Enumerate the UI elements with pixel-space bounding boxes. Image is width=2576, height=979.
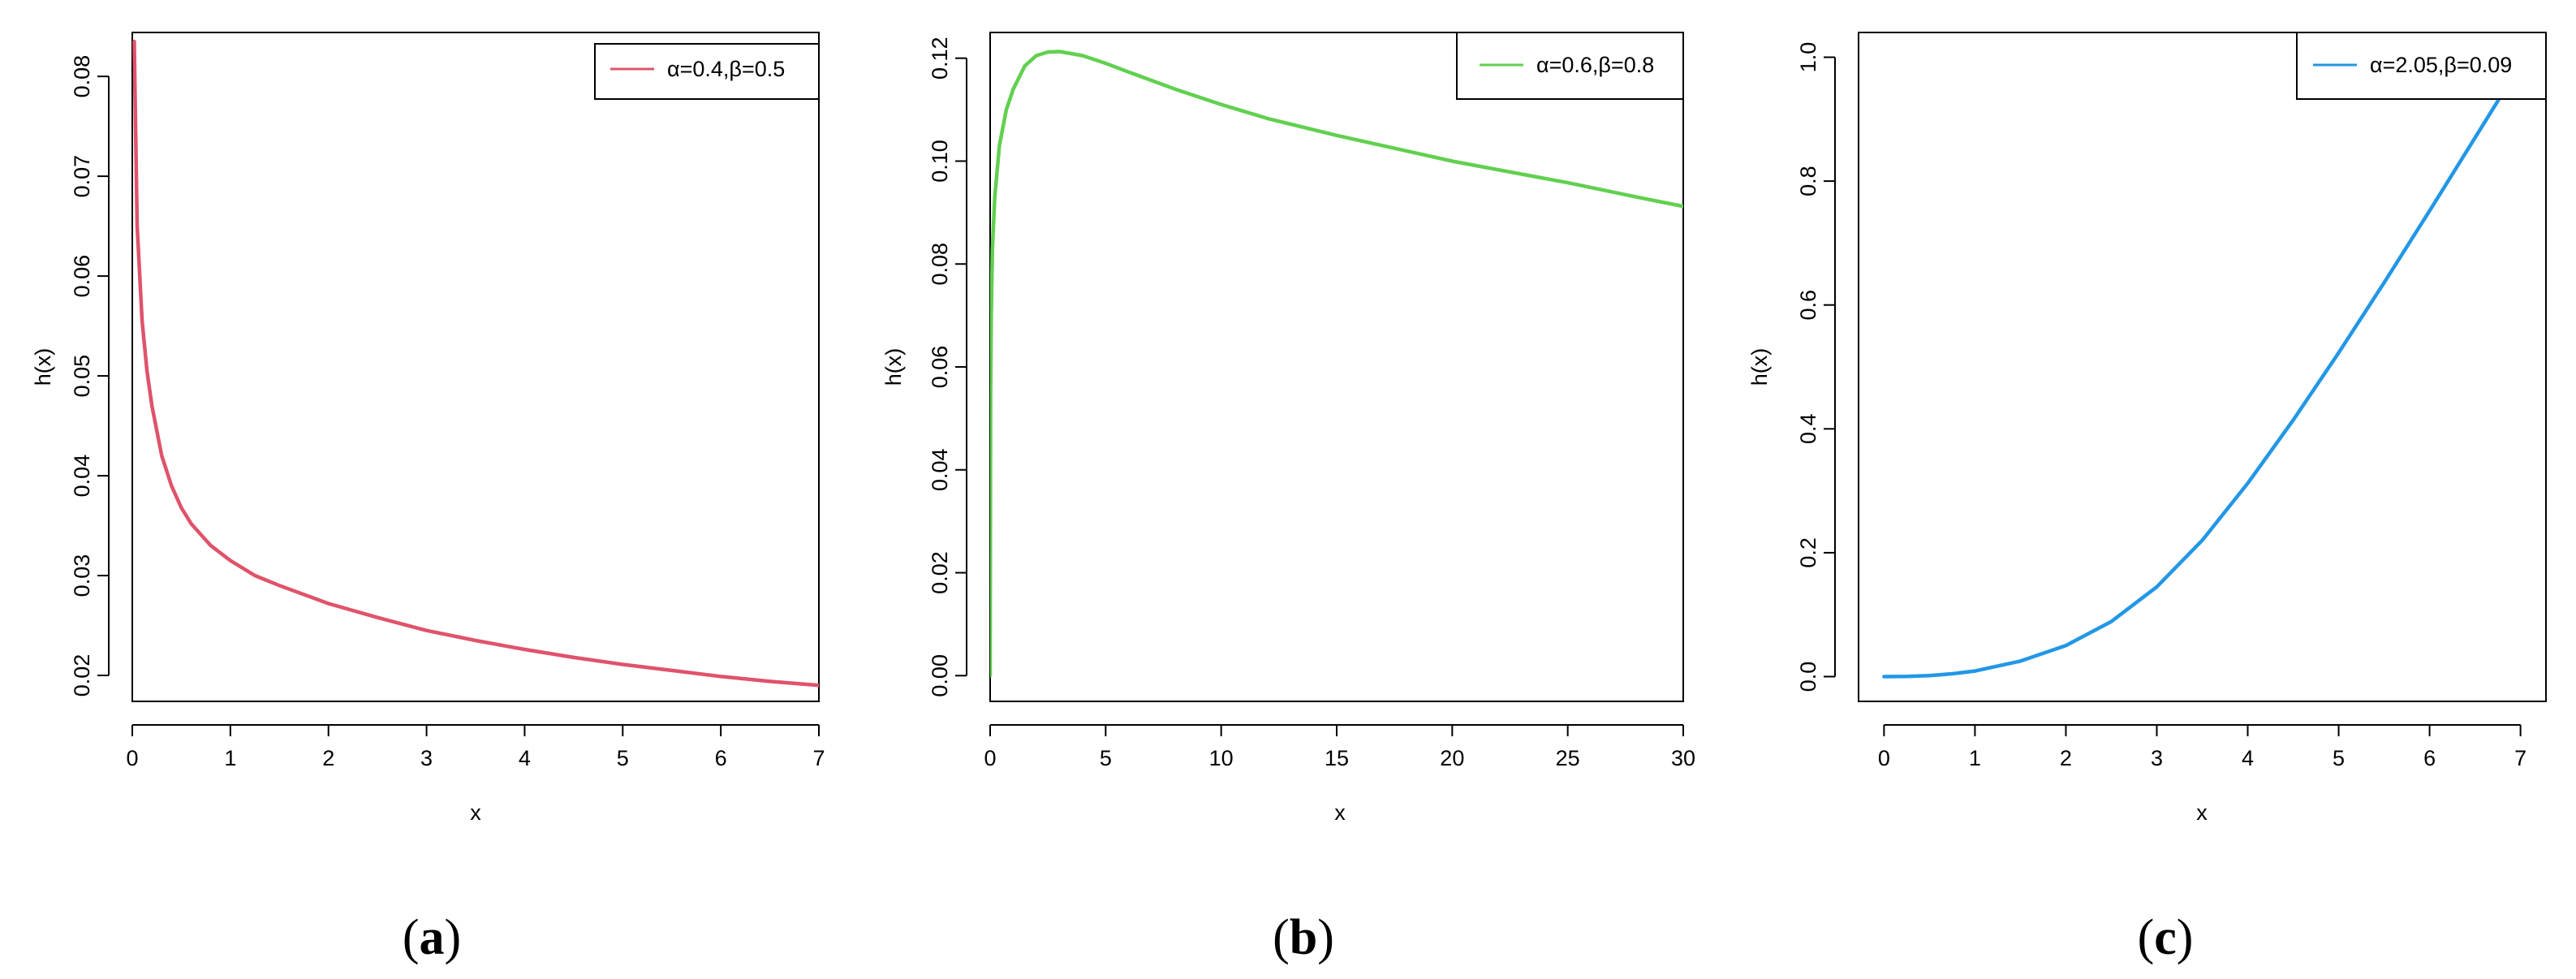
panel-c-y-tick-label: 0.4 (1796, 414, 1820, 445)
panel-c-y-tick-label: 0.6 (1796, 290, 1820, 321)
panel-b: 0 5 10 15 20 25 30 0.00 0.02 0.04 0.06 0.08 0.10 0.1… (881, 32, 1695, 965)
panel-a-legend-box (594, 43, 820, 100)
panel-b-plot-frame (989, 32, 1684, 702)
panel-b-x-ticks: 0 5 10 15 20 25 30 (984, 725, 1695, 770)
panel-c-y-ticks: 0.0 0.2 0.4 0.6 0.8 1.0 (1796, 42, 1835, 692)
panel-a-x-tick-label: 5 (617, 746, 629, 770)
panel-c-legend-label: α=2.05,β=0.09 (2370, 53, 2512, 77)
panel-c-x-tick-label: 4 (2242, 746, 2254, 770)
panel-b-x-tick-label: 15 (1325, 746, 1349, 770)
panel-c-y-axis-label: h(x) (1747, 348, 1772, 386)
panel-a-y-tick-label: 0.03 (70, 554, 94, 597)
panel-c-legend: α=2.05,β=0.09 (2296, 32, 2547, 100)
panel-a-y-axis-label: h(x) (31, 348, 55, 386)
panel-c-plot-frame (1858, 32, 2547, 702)
panel-c-y-tick-label: 1.0 (1796, 42, 1820, 73)
panel-a-x-tick-label: 2 (322, 746, 334, 770)
panel-a-y-tick-label: 0.07 (70, 155, 94, 198)
panel-a-legend: α=0.4,β=0.5 (594, 43, 820, 100)
panel-a-x-tick-label: 0 (126, 746, 138, 770)
panel-c-x-tick-label: 3 (2151, 746, 2163, 770)
panel-b-y-tick-label: 0.02 (928, 551, 952, 594)
panel-c-y-tick-label: 0.0 (1796, 662, 1820, 692)
panel-b-y-tick-label: 0.06 (928, 346, 952, 389)
panel-b-y-tick-label: 0.00 (928, 654, 952, 697)
panel-c-y-tick-label: 0.8 (1796, 166, 1820, 196)
panel-c-x-tick-label: 0 (1878, 746, 1890, 770)
panel-c-x-tick-label: 6 (2423, 746, 2436, 770)
panel-c-x-tick-label: 7 (2514, 746, 2526, 770)
panel-b-y-tick-label: 0.12 (928, 37, 952, 80)
panel-b-y-tick-label: 0.08 (928, 243, 952, 286)
panel-c-x-tick-label: 2 (2060, 746, 2072, 770)
panel-b-y-tick-label: 0.10 (928, 140, 952, 183)
panel-a-x-tick-label: 3 (420, 746, 433, 770)
panel-a-y-tick-label: 0.04 (70, 455, 94, 498)
panel-b-x-tick-label: 5 (1100, 746, 1112, 770)
panel-b-x-tick-label: 10 (1209, 746, 1234, 770)
panel-a-y-tick-label: 0.05 (70, 355, 94, 398)
panel-b-x-axis-label: x (1334, 800, 1346, 825)
panel-b-y-tick-label: 0.04 (928, 448, 952, 491)
panel-a-x-tick-label: 1 (224, 746, 236, 770)
panel-c-y-tick-label: 0.2 (1796, 537, 1820, 568)
panel-b-x-tick-label: 30 (1671, 746, 1695, 770)
panel-a-x-ticks: 0 1 2 3 4 5 6 7 (126, 725, 825, 770)
panel-a-x-tick-label: 4 (519, 746, 531, 770)
panel-b-x-tick-label: 20 (1440, 746, 1464, 770)
panel-a-x-tick-label: 6 (715, 746, 727, 770)
panel-a-caption: (a) (403, 910, 461, 965)
panel-b-y-axis-label: h(x) (881, 348, 906, 386)
panel-a-x-axis-label: x (470, 800, 481, 825)
panel-a-plot-frame (131, 32, 820, 702)
panel-a-y-tick-label: 0.02 (70, 654, 94, 697)
panel-c-x-axis-label: x (2196, 800, 2208, 825)
panel-c-x-tick-label: 5 (2333, 746, 2345, 770)
panel-c-x-tick-label: 1 (1969, 746, 1981, 770)
panel-b-caption: (b) (1273, 910, 1334, 965)
panel-a-series-line (132, 39, 819, 688)
panel-a-x-tick-label: 7 (812, 746, 825, 770)
panel-a-y-tick-label: 0.06 (70, 255, 94, 298)
panel-c-series-line (1882, 62, 2522, 679)
panel-b-legend: α=0.6,β=0.8 (1456, 32, 1684, 100)
panel-a-y-ticks: 0.02 0.03 0.04 0.05 0.06 0.07 0.08 (70, 55, 109, 697)
panel-a-y-tick-label: 0.08 (70, 55, 94, 98)
panel-a-legend-label: α=0.4,β=0.5 (667, 57, 785, 81)
panel-b-x-tick-label: 25 (1556, 746, 1580, 770)
panel-c-caption: (c) (2138, 910, 2194, 965)
panel-c: 0 1 2 3 4 5 6 7 0.0 0.2 0.4 0.6 0.8 1.0 α=2.05,β=0.0… (1747, 32, 2547, 965)
panel-b-legend-label: α=0.6,β=0.8 (1536, 53, 1654, 77)
panel-b-y-ticks: 0.00 0.02 0.04 0.06 0.08 0.10 0.12 (928, 37, 967, 697)
panel-b-x-tick-label: 0 (984, 746, 996, 770)
panel-b-series-line (990, 50, 1683, 678)
panel-c-x-ticks: 0 1 2 3 4 5 6 7 (1878, 725, 2526, 770)
